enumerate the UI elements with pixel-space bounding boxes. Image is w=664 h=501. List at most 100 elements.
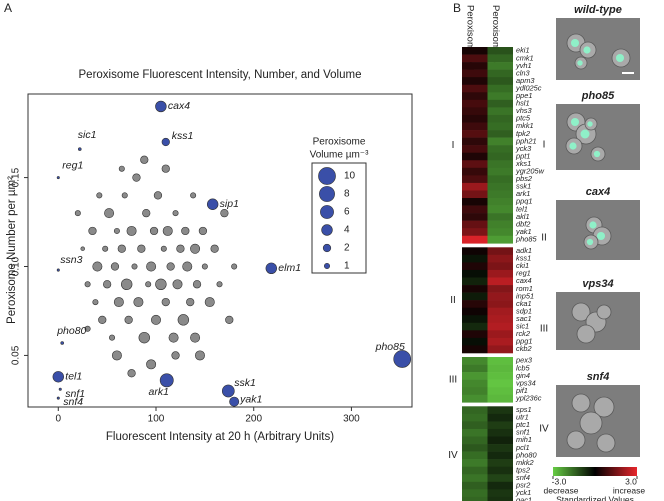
heatmap-cell (487, 387, 513, 396)
heatmap-cell (487, 182, 513, 191)
legend-marker (321, 224, 333, 236)
x-tick-label: 300 (343, 414, 360, 425)
heatmap-cell (487, 300, 513, 308)
data-point (74, 210, 81, 217)
heatmap-cell (462, 466, 488, 475)
row-label: gin4 (516, 371, 530, 380)
heatmap-cell (462, 300, 488, 308)
data-point (109, 334, 116, 341)
row-label: adk1 (516, 246, 532, 255)
colorbar-tick-label: 3.0 (625, 476, 637, 486)
data-point (198, 226, 208, 236)
heatmap-cell (462, 254, 488, 263)
row-label: lcb5 (516, 363, 530, 372)
data-point (84, 281, 91, 288)
image-title: wild-type (574, 4, 622, 16)
row-label: mkk2 (516, 458, 534, 467)
data-point (192, 280, 202, 289)
data-point (140, 155, 149, 164)
row-label: sac1 (516, 314, 532, 323)
row-label: yck3 (515, 144, 532, 153)
cell (571, 393, 591, 413)
image-group-label: II (541, 233, 547, 244)
row-label: sdp1 (516, 306, 532, 315)
row-label: tps2 (516, 465, 530, 474)
cell (596, 304, 612, 320)
heatmap-cell (462, 122, 488, 131)
data-point (216, 281, 223, 288)
heatmap-cell (462, 379, 488, 388)
heatmap-cell (462, 84, 488, 93)
heatmap-cell (487, 315, 513, 324)
heatmap-cell (462, 413, 488, 422)
heatmap-cell (462, 292, 488, 301)
legend-marker (319, 186, 335, 202)
row-label: yak1 (515, 227, 532, 236)
peroxisome-signal (589, 221, 597, 229)
heatmap-cell (462, 444, 488, 452)
heatmap-cell (462, 167, 488, 176)
row-label: yck1 (515, 488, 531, 497)
data-point (56, 396, 60, 400)
data-point (190, 192, 197, 199)
heatmap-cell (462, 152, 488, 161)
y-axis-label: Peroxisome Number per µm² (6, 176, 18, 324)
cell (596, 433, 616, 453)
cell (571, 302, 591, 322)
image-title: snf4 (587, 371, 610, 383)
heatmap-cell (462, 107, 488, 116)
data-point (104, 208, 115, 219)
heatmap-cell (462, 322, 488, 331)
heatmap-cell (462, 160, 488, 169)
data-point (176, 244, 185, 253)
heatmap-cell (487, 99, 513, 108)
heatmap-cell (487, 228, 513, 237)
data-point (138, 331, 150, 344)
heatmap-cell (487, 62, 513, 70)
data-point (96, 192, 103, 199)
heatmap-cell (487, 444, 513, 452)
heatmap-cell (487, 77, 513, 86)
heatmap-cell (487, 220, 513, 229)
heatmap-cell (487, 107, 513, 116)
heatmap-cell (487, 322, 513, 331)
data-point (113, 227, 120, 234)
row-label: ygr205w (515, 167, 545, 176)
data-point (161, 164, 170, 173)
point-label: snf4 (63, 396, 83, 408)
data-point (221, 384, 235, 398)
legend-box (311, 162, 367, 274)
peroxisome-signal (570, 117, 580, 127)
row-label: pho85 (515, 234, 537, 243)
data-point (265, 262, 277, 274)
row-label: pex3 (515, 356, 533, 365)
heatmap-cell (487, 428, 513, 437)
heatmap-cell (487, 307, 513, 316)
row-label: rom1 (516, 284, 533, 293)
heatmap-cell (462, 406, 488, 415)
row-label: pho80 (515, 450, 537, 459)
heatmap-cell (487, 175, 513, 184)
row-label: tpk2 (516, 129, 530, 138)
data-point (194, 350, 205, 361)
row-label: sic1 (516, 322, 529, 331)
data-point (137, 244, 146, 253)
heatmap-cell (487, 496, 513, 501)
image-title: cax4 (586, 186, 610, 198)
heatmap-cell (462, 175, 488, 184)
data-point (161, 297, 170, 307)
legend-marker (318, 167, 336, 185)
heatmap-cell (462, 47, 488, 55)
heatmap-cell (487, 152, 513, 161)
point-label: pho85 (375, 341, 405, 353)
legend-title: Volume µm⁻³ (310, 150, 370, 161)
heatmap-cell (462, 307, 488, 316)
data-point (151, 314, 161, 325)
heatmap-cell (462, 228, 488, 237)
data-point (102, 245, 109, 252)
data-point (84, 325, 91, 332)
heatmap-cell (462, 198, 488, 206)
data-point (162, 225, 173, 236)
data-point (110, 262, 120, 271)
point-label: kss1 (172, 130, 194, 142)
